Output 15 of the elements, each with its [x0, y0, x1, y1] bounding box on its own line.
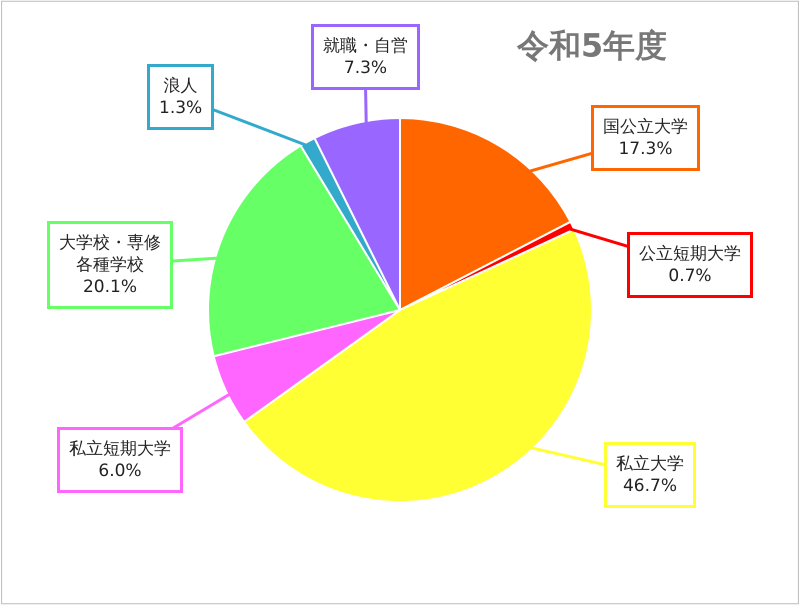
chart-title: 令和5年度 [516, 26, 668, 65]
slice-label: 公立短期大学 [639, 244, 741, 264]
data-label: 20.1% [82, 277, 138, 298]
data-label: 0.7% [668, 266, 712, 286]
data-label: 17.3% [618, 139, 673, 160]
data-label: 6.0% [98, 461, 142, 482]
slice-label: 就職・自営 [323, 36, 408, 56]
slice-label: 国公立大学 [603, 117, 688, 137]
data-label: 46.7% [622, 476, 678, 496]
data-label: 1.3% [159, 98, 202, 118]
slice-label: 大学校・専修各種学校 [59, 233, 161, 276]
slice-label: 私立大学 [616, 454, 684, 474]
slice-label: 私立短期大学 [69, 439, 171, 459]
data-label: 7.3% [344, 58, 388, 78]
slice-label: 浪人 [164, 76, 198, 96]
